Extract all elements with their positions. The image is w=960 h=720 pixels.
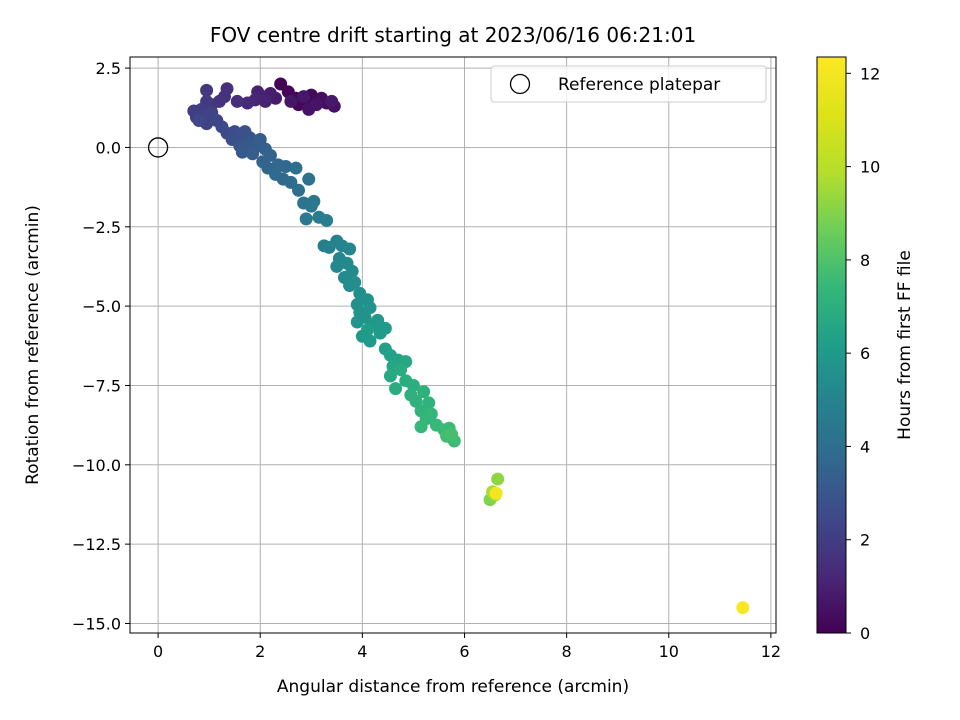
data-point [378,321,392,335]
data-point [363,301,377,315]
scatter-points [147,77,750,615]
colorbar-label: Hours from first FF file [895,250,915,440]
data-point [363,334,377,348]
data-point [345,264,359,278]
colorbar: 0 2 4 6 8 10 12 Hours from first FF file [816,56,915,643]
data-point [330,259,344,273]
data-point [192,113,206,127]
data-point [736,601,750,615]
data-point [383,369,397,383]
colorbar-tick-label: 0 [860,624,870,643]
y-tick-label: −15.0 [72,614,121,633]
data-point [246,147,260,161]
legend-label-reference-platepar: Reference platepar [558,75,720,95]
data-point [279,159,293,173]
data-point [297,90,311,104]
data-point [350,315,364,329]
x-tick-label: 2 [255,642,265,661]
colorbar-tick-label: 10 [860,158,880,177]
data-point [348,275,362,289]
data-point [302,172,316,186]
x-tick-label: 12 [761,642,781,661]
data-point [394,363,408,377]
data-point [289,161,303,175]
data-point [320,213,334,227]
data-point [309,98,323,112]
colorbar-tick-label: 2 [860,531,870,550]
legend-box [490,65,767,103]
data-point [325,94,339,108]
data-point [491,472,505,486]
data-point [417,385,431,399]
data-point [307,194,321,208]
colorbar-tick-label: 8 [860,251,870,270]
grid-lines [130,57,776,633]
y-tick-label: −2.5 [82,218,121,237]
data-point [409,394,423,408]
y-axis-label: Rotation from reference (arcmin) [23,205,43,485]
colorbar-ticks: 0 2 4 6 8 10 12 [846,64,880,643]
x-tick-label: 10 [659,642,679,661]
plot-area-frame [129,56,777,634]
y-tick-label: 0.0 [96,138,121,157]
x-tick-label: 6 [459,642,469,661]
data-point [445,428,459,442]
data-point [414,420,428,434]
axis-ticks: 0 2 4 6 8 10 12 2.5 0.0 −2.5 −5.0 −7.5 −10.0 −12.5 −15… [72,59,781,661]
y-tick-label: −12.5 [72,535,121,554]
legend: Reference platepar [490,65,767,103]
colorbar-gradient [816,56,847,634]
data-point [240,96,254,110]
y-tick-label: −7.5 [82,376,121,395]
y-tick-label: −10.0 [72,456,121,475]
data-point [489,486,503,500]
reference-platepar-marker [147,137,169,158]
data-point [299,212,313,226]
data-point [389,382,403,396]
x-tick-label: 4 [357,642,367,661]
y-tick-label: −5.0 [82,297,121,316]
y-tick-label: 2.5 [96,59,121,78]
data-point [235,145,249,159]
colorbar-tick-label: 4 [860,437,870,456]
data-point [343,242,357,256]
data-point [230,94,244,108]
chart-title: FOV centre drift starting at 2023/06/16 … [210,23,696,47]
legend-marker-reference-platepar [509,73,531,95]
colorbar-tick-label: 12 [860,64,880,83]
data-point [360,323,374,337]
data-point [292,183,306,197]
data-point [200,83,214,97]
colorbar-tick-label: 6 [860,344,870,363]
data-point [424,407,438,421]
data-point [253,133,267,147]
data-point [258,94,272,108]
x-tick-label: 8 [562,642,572,661]
x-tick-label: 0 [153,642,163,661]
data-point [284,94,298,108]
x-axis-label: Angular distance from reference (arcmin) [277,677,629,697]
